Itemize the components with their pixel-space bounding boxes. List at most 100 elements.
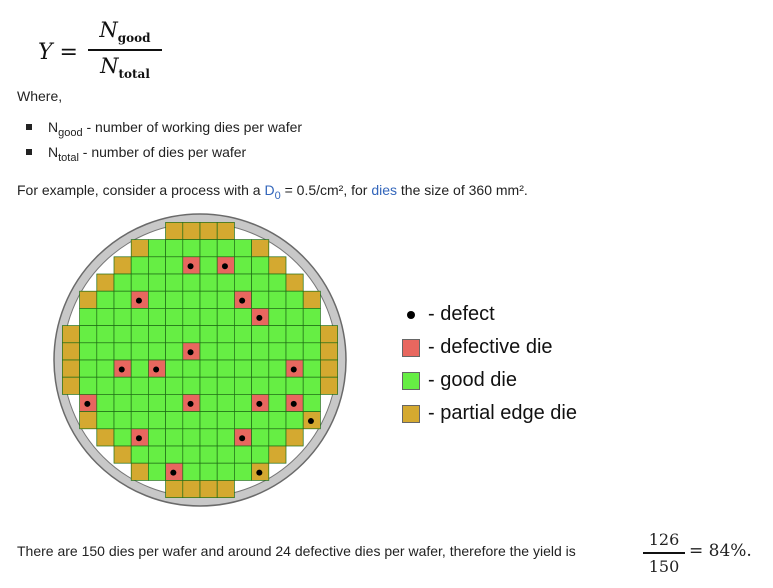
partial-edge-die — [130, 239, 149, 258]
partial-edge-die — [216, 222, 235, 240]
good-die — [182, 376, 201, 395]
partial-edge-die — [251, 239, 270, 258]
d0-link[interactable]: D0 — [264, 182, 281, 202]
defect-dot — [187, 400, 194, 407]
defect-dot — [170, 469, 177, 476]
defect-dot — [221, 263, 228, 270]
good-die — [130, 325, 149, 344]
good-die — [216, 462, 235, 481]
good-die — [199, 239, 218, 258]
definition-item-n-total: Ntotal - number of dies per wafer — [26, 140, 302, 165]
good-die — [79, 376, 98, 395]
good-die — [285, 290, 304, 309]
good-die — [165, 445, 184, 464]
definition-item-n-good: Ngood - number of working dies per wafer — [26, 115, 302, 140]
good-die — [96, 359, 115, 378]
good-die — [96, 308, 115, 326]
yield-formula-lhs: Y = — [38, 40, 78, 65]
good-die — [148, 342, 166, 361]
yield-sentence: There are 150 dies per wafer and around … — [17, 543, 576, 559]
fraction-bar — [88, 49, 162, 51]
good-die — [216, 342, 235, 361]
good-die — [148, 428, 166, 447]
good-die — [165, 239, 184, 258]
defect-dot — [239, 297, 246, 304]
good-die — [251, 428, 270, 447]
good-die — [130, 256, 149, 275]
defect-dot — [290, 366, 297, 373]
yield-result-fraction: 126 150 — [643, 530, 685, 576]
good-die — [251, 359, 270, 378]
good-die — [148, 376, 166, 395]
good-die — [165, 394, 184, 412]
partial-edge-die — [96, 273, 115, 292]
good-die — [130, 411, 149, 430]
good-die — [79, 325, 98, 344]
good-die — [182, 462, 201, 481]
good-die — [251, 445, 270, 464]
good-die — [113, 394, 132, 412]
good-die — [165, 411, 184, 430]
partial-edge-die — [165, 480, 184, 498]
good-die — [199, 290, 218, 309]
good-die — [113, 273, 132, 292]
partial-edge-die — [268, 445, 287, 464]
good-die — [148, 273, 166, 292]
good-die — [96, 342, 115, 361]
good-die — [216, 290, 235, 309]
good-die — [182, 239, 201, 258]
good-die — [199, 394, 218, 412]
good-die — [130, 308, 149, 326]
bullet-icon — [26, 149, 32, 155]
yield-summary: There are 150 dies per wafer and around … — [17, 530, 767, 580]
good-die — [268, 290, 287, 309]
good-die — [199, 308, 218, 326]
good-die — [251, 273, 270, 292]
bullet-icon — [26, 124, 32, 130]
defect-dot — [153, 366, 160, 373]
defect-dot — [135, 435, 142, 442]
partial-edge-die — [130, 462, 149, 481]
defect-dot — [239, 435, 246, 442]
good-die — [148, 256, 166, 275]
good-die — [216, 394, 235, 412]
defect-dot — [307, 418, 314, 425]
good-die — [199, 256, 218, 275]
partial-edge-die — [320, 359, 338, 378]
partial-edge-die — [182, 480, 201, 498]
defect-dot — [135, 297, 142, 304]
yield-fraction: Ngood Ntotal — [88, 18, 162, 81]
dies-link[interactable]: dies — [371, 182, 398, 198]
good-die — [182, 445, 201, 464]
example-paragraph: For example, consider a process with a D… — [17, 182, 528, 202]
where-label: Where, — [17, 88, 63, 104]
good-die — [234, 308, 252, 326]
good-die — [302, 376, 321, 395]
good-die — [165, 290, 184, 309]
good-die — [182, 325, 201, 344]
good-die — [182, 428, 201, 447]
good-die — [148, 325, 166, 344]
good-die — [113, 308, 132, 326]
good-die — [302, 394, 321, 412]
good-die — [165, 273, 184, 292]
good-die — [148, 308, 166, 326]
good-die — [199, 342, 218, 361]
partial-edge-die — [79, 411, 98, 430]
good-die — [285, 411, 304, 430]
legend-label: - partial edge die — [428, 402, 577, 424]
good-die — [268, 376, 287, 395]
good-die — [199, 428, 218, 447]
yield-result: = 84%. — [689, 541, 752, 561]
good-die — [165, 359, 184, 378]
good-die — [251, 376, 270, 395]
defective-die-swatch — [402, 339, 420, 357]
good-die — [216, 273, 235, 292]
partial-edge-die — [62, 376, 80, 395]
partial-edge-die — [165, 222, 184, 240]
legend-label: - defect — [428, 303, 495, 325]
definition-list: Ngood - number of working dies per wafer… — [26, 115, 302, 165]
defect-dot — [256, 400, 263, 407]
good-die — [199, 359, 218, 378]
good-die — [268, 411, 287, 430]
